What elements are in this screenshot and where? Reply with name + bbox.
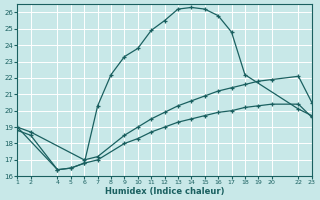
X-axis label: Humidex (Indice chaleur): Humidex (Indice chaleur) <box>105 187 224 196</box>
